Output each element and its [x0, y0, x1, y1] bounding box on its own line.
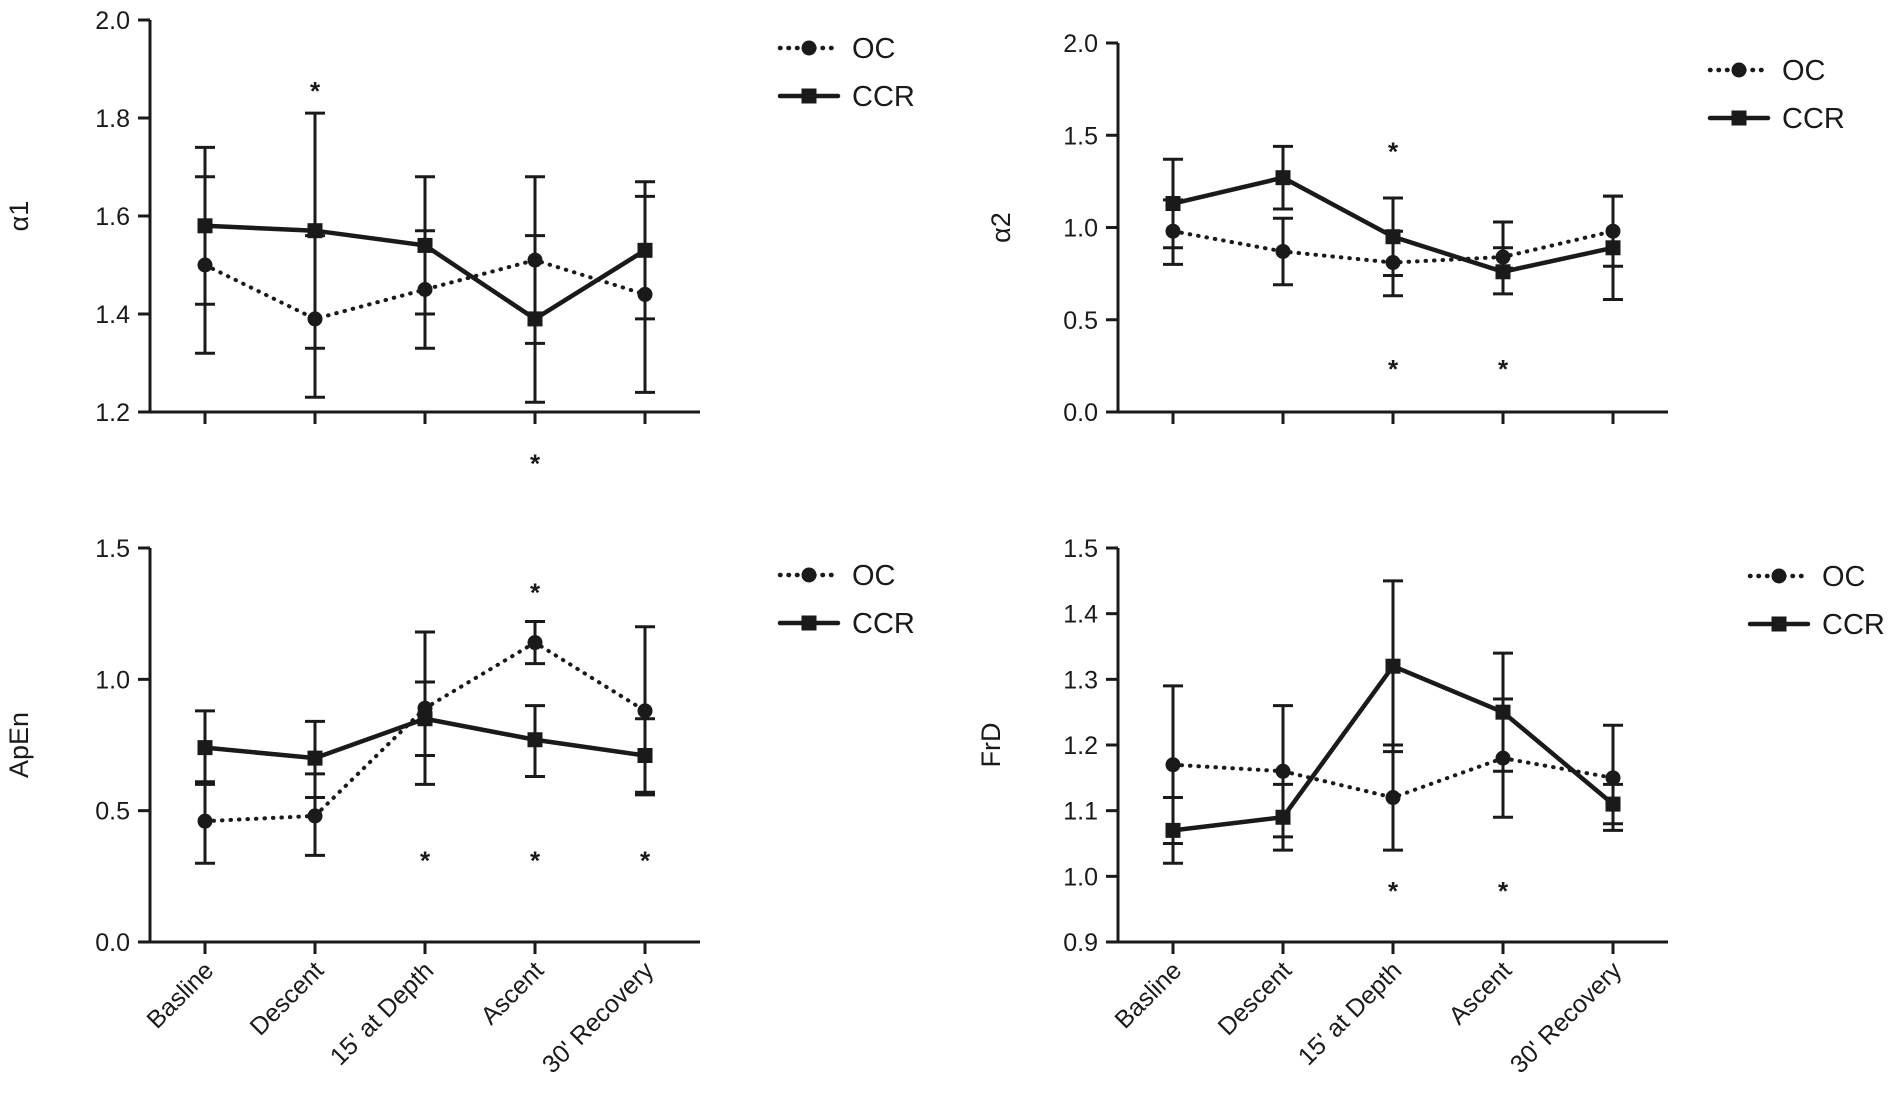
frd-ccr-point [1275, 809, 1291, 825]
frd-legend-oc-marker [1771, 568, 1787, 584]
alpha2-ccr-point [1165, 196, 1181, 212]
alpha2-legend-oc-label: OC [1782, 55, 1826, 87]
alpha1-ccr-point [307, 223, 323, 239]
apen-significance-star: * [420, 845, 431, 875]
apen-significance-star: * [640, 845, 651, 875]
apen-ytick-label: 0.5 [95, 798, 130, 826]
frd-legend-ccr-marker [1771, 616, 1787, 632]
frd-ylabel: FrD [976, 723, 1006, 768]
apen-significance-star: * [530, 845, 541, 875]
alpha2-ccr-point [1275, 170, 1291, 186]
frd-ccr-point [1605, 796, 1621, 812]
frd-ytick-label: 1.0 [1063, 863, 1098, 891]
panel-alpha2: 0.0 0.5 1.0 1.5 2.0 α2 * * * OC CCR [986, 30, 1845, 427]
alpha2-ytick-label: 1.0 [1063, 215, 1098, 243]
frd-legend-oc-label: OC [1822, 561, 1866, 593]
apen-ytick-label: 0.0 [95, 929, 130, 957]
frd-oc-point [1275, 763, 1291, 779]
frd-ccr-point [1165, 822, 1181, 838]
apen-legend-oc-label: OC [852, 560, 896, 592]
alpha1-ccr-point [417, 237, 433, 253]
frd-oc-point [1605, 770, 1621, 786]
frd-ccr-point [1385, 658, 1401, 674]
alpha1-ytick-label: 1.4 [95, 301, 130, 329]
alpha1-ytick-label: 2.0 [95, 7, 130, 35]
frd-legend-ccr-label: CCR [1822, 609, 1885, 641]
frd-ytick-label: 1.1 [1063, 798, 1098, 826]
apen-oc-point [307, 808, 323, 824]
frd-ytick-label: 1.3 [1063, 666, 1098, 694]
alpha1-legend-oc-marker [801, 40, 817, 56]
alpha1-ccr-point [527, 311, 543, 327]
frd-ytick-label: 1.2 [1063, 732, 1098, 760]
frd-ytick-label: 1.5 [1063, 535, 1098, 563]
alpha2-oc-point [1275, 243, 1291, 259]
alpha2-significance-star: * [1498, 354, 1509, 384]
alpha1-ylabel: α1 [4, 201, 34, 232]
apen-ytick-label: 1.0 [95, 666, 130, 694]
apen-ytick-label: 1.5 [95, 535, 130, 563]
apen-significance-star: * [530, 577, 541, 607]
alpha1-ytick-label: 1.6 [95, 203, 130, 231]
alpha2-ylabel: α2 [986, 212, 1016, 243]
alpha2-ccr-point [1605, 240, 1621, 256]
frd-oc-point [1165, 757, 1181, 773]
apen-ylabel: ApEn [4, 712, 34, 778]
alpha1-ytick-label: 1.2 [95, 399, 130, 427]
alpha1-legend-ccr-marker [801, 88, 817, 104]
alpha1-ytick-label: 1.8 [95, 105, 130, 133]
alpha2-ytick-label: 2.0 [1063, 30, 1098, 58]
alpha2-ccr-point [1385, 229, 1401, 245]
apen-ccr-point [637, 748, 653, 764]
alpha1-ccr-point [637, 242, 653, 258]
alpha2-ccr-point [1495, 264, 1511, 280]
frd-oc-point [1385, 790, 1401, 806]
apen-oc-point [527, 635, 543, 651]
frd-significance-star: * [1388, 876, 1399, 906]
alpha2-significance-star: * [1388, 136, 1399, 166]
alpha1-legend-ccr-label: CCR [852, 81, 915, 113]
apen-ccr-point [197, 740, 213, 756]
alpha2-legend-oc-marker [1731, 62, 1747, 78]
alpha2-legend-ccr-marker [1731, 110, 1747, 126]
frd-ytick-label: 1.4 [1063, 601, 1098, 629]
apen-legend-ccr-label: CCR [852, 608, 915, 640]
alpha2-significance-star: * [1388, 354, 1399, 384]
apen-ccr-point [417, 711, 433, 727]
apen-legend-ccr-marker [801, 615, 817, 631]
apen-oc-point [637, 703, 653, 719]
alpha2-ytick-label: 0.0 [1063, 399, 1098, 427]
apen-legend-oc-marker [801, 567, 817, 583]
alpha2-ytick-label: 1.5 [1063, 122, 1098, 150]
alpha2-legend-ccr-label: CCR [1782, 103, 1845, 135]
frd-significance-star: * [1498, 876, 1509, 906]
alpha1-legend-oc-label: OC [852, 33, 896, 65]
panel-alpha1: 1.2 1.4 1.6 1.8 2.0 α1 * * OC CCR [4, 7, 915, 479]
alpha1-significance-star: * [530, 449, 541, 479]
apen-ccr-point [307, 750, 323, 766]
alpha1-significance-star: * [310, 76, 321, 106]
apen-ccr-point [527, 732, 543, 748]
alpha2-ytick-label: 0.5 [1063, 307, 1098, 335]
frd-ytick-label: 0.9 [1063, 929, 1098, 957]
frd-ccr-point [1495, 704, 1511, 720]
alpha1-ccr-point [197, 218, 213, 234]
apen-oc-point [197, 813, 213, 829]
